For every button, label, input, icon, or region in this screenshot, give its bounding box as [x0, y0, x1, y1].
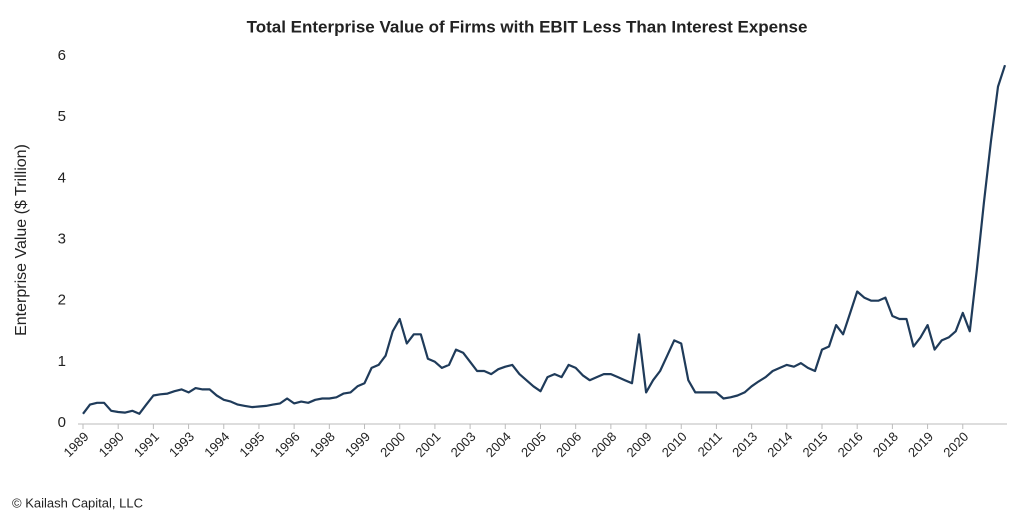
x-tick-label: 1991	[131, 429, 162, 460]
x-tick-label: 1999	[342, 429, 373, 460]
x-tick-label: 1996	[272, 429, 303, 460]
x-tick-label: 2011	[695, 429, 725, 459]
x-tick-label: 2015	[800, 429, 831, 460]
x-tick-label: 1995	[236, 429, 267, 460]
footer: © Kailash Capital, LLC	[12, 495, 143, 510]
x-tick-label: 2004	[483, 429, 514, 460]
x-tick-label: 1998	[307, 429, 338, 460]
data-line	[82, 64, 1007, 415]
x-tick-label: 2020	[940, 429, 971, 460]
x-tick-label: 2013	[729, 429, 760, 460]
x-tick-label: 2000	[377, 429, 408, 460]
chart-title: Total Enterprise Value of Firms with EBI…	[247, 17, 808, 36]
x-tick-label: 1994	[201, 429, 232, 460]
x-tick-label: 2010	[659, 429, 690, 460]
x-tick-label: 2003	[448, 429, 479, 460]
y-tick-label: 1	[58, 353, 66, 370]
x-tick-label: 2006	[553, 429, 584, 460]
x-tick-label: 1993	[166, 429, 197, 460]
y-tick-label: 0	[58, 414, 66, 431]
y-axis-label: Enterprise Value ($ Trillion)	[13, 144, 30, 336]
x-tick-label: 2019	[905, 429, 936, 460]
x-tick-label: 1989	[60, 429, 91, 460]
x-tick-label: 2008	[588, 429, 619, 460]
x-tick-label: 2014	[764, 429, 795, 460]
x-tick-label: 2018	[870, 429, 901, 460]
y-tick-label: 4	[58, 169, 66, 186]
y-tick-label: 2	[58, 292, 66, 309]
y-tick-label: 5	[58, 108, 66, 125]
x-tick-label: 2009	[624, 429, 655, 460]
y-tick-label: 3	[58, 230, 66, 247]
x-tick-label: 1990	[96, 429, 127, 460]
x-tick-label: 2001	[412, 429, 443, 460]
x-tick-label: 2005	[518, 429, 549, 460]
x-tick-label: 2016	[835, 429, 866, 460]
y-tick-label: 6	[58, 47, 66, 64]
